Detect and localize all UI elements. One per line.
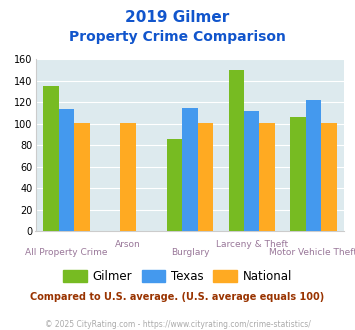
Bar — [120, 123, 136, 231]
Bar — [229, 70, 244, 231]
Bar — [260, 123, 275, 231]
Bar — [321, 123, 337, 231]
Text: Burglary: Burglary — [171, 248, 209, 257]
Bar — [74, 123, 89, 231]
Bar — [306, 100, 321, 231]
Text: 2019 Gilmer: 2019 Gilmer — [125, 10, 230, 25]
Bar — [198, 123, 213, 231]
Text: Larceny & Theft: Larceny & Theft — [215, 240, 288, 248]
Text: Motor Vehicle Theft: Motor Vehicle Theft — [269, 248, 355, 257]
Text: All Property Crime: All Property Crime — [25, 248, 108, 257]
Text: © 2025 CityRating.com - https://www.cityrating.com/crime-statistics/: © 2025 CityRating.com - https://www.city… — [45, 320, 310, 329]
Text: Arson: Arson — [115, 240, 141, 248]
Bar — [182, 108, 198, 231]
Bar — [43, 86, 59, 231]
Bar — [59, 109, 74, 231]
Bar — [167, 139, 182, 231]
Text: Compared to U.S. average. (U.S. average equals 100): Compared to U.S. average. (U.S. average … — [31, 292, 324, 302]
Legend: Gilmer, Texas, National: Gilmer, Texas, National — [58, 265, 297, 287]
Bar — [244, 111, 260, 231]
Bar — [290, 117, 306, 231]
Text: Property Crime Comparison: Property Crime Comparison — [69, 30, 286, 44]
